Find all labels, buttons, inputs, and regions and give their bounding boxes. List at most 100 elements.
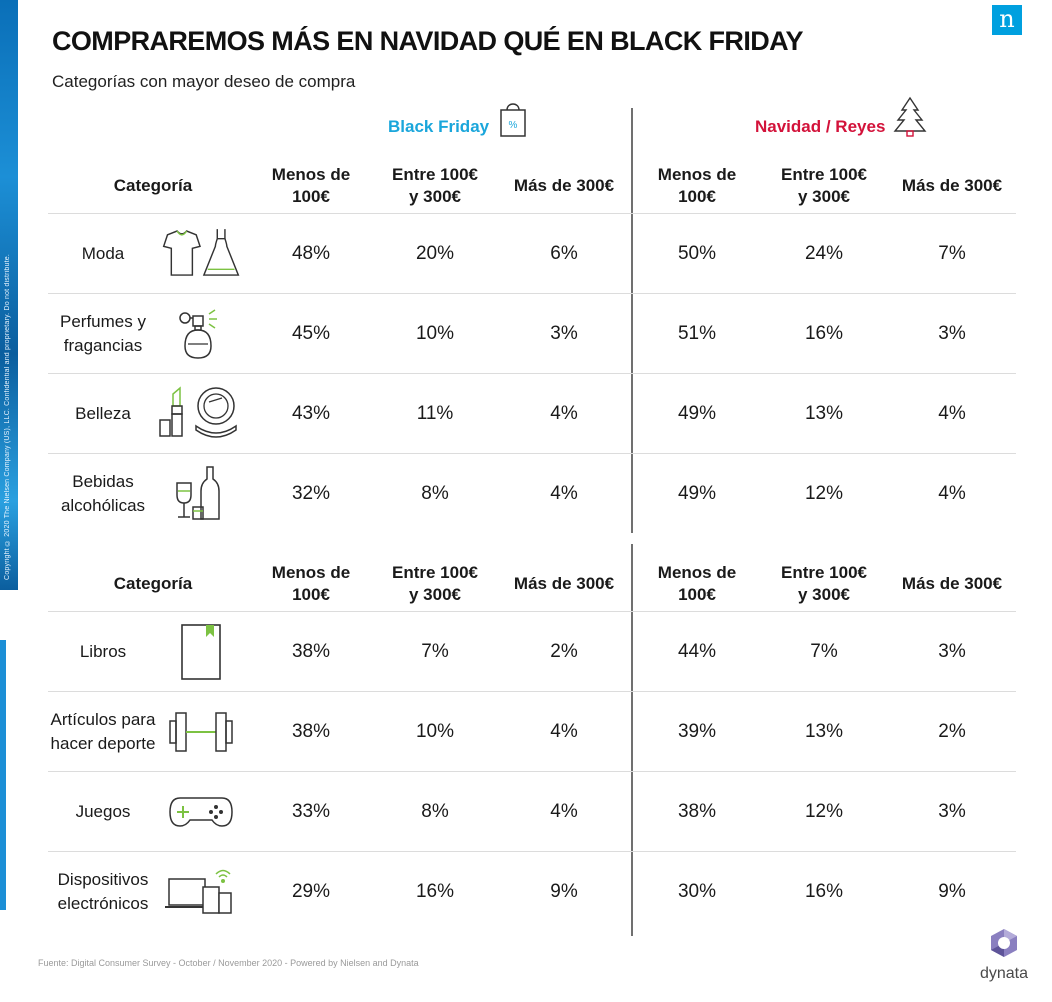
- navidad-label: Navidad / Reyes: [755, 117, 886, 136]
- value-cell: 8%: [421, 483, 449, 504]
- header-nav-over-300: Más de 300€: [901, 176, 1003, 195]
- table-row: Bebidas alcohólicas 32% 8% 4% 49% 12% 4%: [48, 454, 1016, 534]
- value-cell: 29%: [291, 881, 331, 902]
- value-cell: 43%: [291, 403, 331, 424]
- header-bf-under-100: Menos de 100€: [271, 165, 351, 206]
- value-cell: 9%: [550, 881, 578, 902]
- header-nav-under-100: Menos de 100€: [657, 563, 737, 604]
- header-nav-under-100: Menos de 100€: [657, 165, 737, 206]
- source-note: Fuente: Digital Consumer Survey - Octobe…: [38, 958, 419, 968]
- value-cell: 10%: [415, 323, 455, 344]
- devices-icon: [156, 852, 246, 932]
- category-label: Libros: [79, 642, 127, 661]
- value-cell: 6%: [550, 243, 578, 264]
- dynata-logo: dynata: [966, 928, 1042, 983]
- category-label: Perfumes y fragancias: [60, 312, 146, 355]
- value-cell: 4%: [938, 483, 966, 504]
- header-bf-under-100: Menos de 100€: [271, 563, 351, 604]
- christmas-tree-icon: [893, 96, 927, 137]
- value-cell: 45%: [291, 323, 331, 344]
- value-cell: 7%: [421, 641, 449, 662]
- value-cell: 49%: [677, 403, 717, 424]
- category-label: Belleza: [75, 404, 131, 423]
- value-cell: 13%: [804, 721, 844, 742]
- page-subtitle: Categorías con mayor deseo de compra: [52, 72, 356, 91]
- value-cell: 11%: [416, 403, 454, 424]
- value-cell: 32%: [291, 483, 331, 504]
- header-nav-100-300: Entre 100€ y 300€: [781, 165, 867, 206]
- value-cell: 4%: [550, 801, 578, 822]
- header-bf-over-300: Más de 300€: [513, 176, 615, 195]
- category-label: Moda: [81, 244, 125, 263]
- copyright-strip: Copyright © 2020 The Nielsen Company (US…: [0, 0, 18, 590]
- bottles-icon: [156, 454, 246, 534]
- table-header-row: Categoría Menos de 100€ Entre 100€ y 300…: [48, 556, 1016, 612]
- value-cell: 44%: [677, 641, 717, 662]
- value-cell: 3%: [938, 323, 966, 344]
- value-cell: 4%: [550, 721, 578, 742]
- value-cell: 7%: [938, 243, 966, 264]
- value-cell: 2%: [938, 721, 966, 742]
- value-cell: 9%: [938, 881, 966, 902]
- table-top: Categoría Menos de 100€ Entre 100€ y 300…: [48, 158, 1016, 534]
- header-bf-over-300: Más de 300€: [513, 574, 615, 593]
- shopping-bag-icon: %: [500, 103, 526, 137]
- value-cell: 3%: [938, 801, 966, 822]
- clothing-icon: [156, 214, 246, 294]
- table-row: Perfumes y fragancias 45% 10% 3% 51% 16%…: [48, 294, 1016, 374]
- dynata-mark-icon: [991, 929, 1017, 957]
- category-label: Dispositivos electrónicos: [57, 870, 149, 913]
- nielsen-logo: n: [992, 5, 1022, 35]
- value-cell: 4%: [550, 483, 578, 504]
- makeup-icon: [156, 374, 246, 454]
- table-row: Juegos 33% 8% 4% 38% 12% 3%: [48, 772, 1016, 852]
- bag-percent-label: %: [509, 120, 518, 131]
- value-cell: 7%: [810, 641, 838, 662]
- value-cell: 50%: [677, 243, 717, 264]
- category-label: Artículos para hacer deporte: [50, 710, 156, 753]
- table-row: Belleza 43% 11% 4% 49% 13% 4%: [48, 374, 1016, 454]
- header-bf-100-300: Entre 100€ y 300€: [392, 563, 478, 604]
- table-bottom: Categoría Menos de 100€ Entre 100€ y 300…: [48, 556, 1016, 932]
- value-cell: 8%: [421, 801, 449, 822]
- value-cell: 4%: [938, 403, 966, 424]
- decorative-strip: [0, 640, 6, 910]
- value-cell: 3%: [550, 323, 578, 344]
- header-nav-100-300: Entre 100€ y 300€: [781, 563, 867, 604]
- value-cell: 48%: [291, 243, 331, 264]
- value-cell: 38%: [291, 721, 331, 742]
- table-header-row: Categoría Menos de 100€ Entre 100€ y 300…: [48, 158, 1016, 214]
- book-icon: [156, 612, 246, 692]
- copyright-text: Copyright © 2020 The Nielsen Company (US…: [4, 254, 11, 580]
- value-cell: 51%: [677, 323, 717, 344]
- value-cell: 24%: [804, 243, 844, 264]
- table-row: Dispositivos electrónicos 29% 16% 9% 30%…: [48, 852, 1016, 932]
- value-cell: 10%: [415, 721, 455, 742]
- value-cell: 38%: [677, 801, 717, 822]
- value-cell: 3%: [938, 641, 966, 662]
- category-label: Juegos: [75, 802, 131, 821]
- header-bf-100-300: Entre 100€ y 300€: [392, 165, 478, 206]
- value-cell: 16%: [415, 881, 455, 902]
- header-category: Categoría: [113, 574, 193, 593]
- value-cell: 49%: [677, 483, 717, 504]
- column-divider: [631, 108, 633, 533]
- dumbbell-icon: [156, 692, 246, 772]
- table-row: Libros 38% 7% 2% 44% 7% 3%: [48, 612, 1016, 692]
- perfume-icon: [156, 294, 246, 374]
- value-cell: 38%: [291, 641, 331, 662]
- table-row: Artículos para hacer deporte 38% 10% 4% …: [48, 692, 1016, 772]
- value-cell: 16%: [804, 323, 844, 344]
- column-divider: [631, 544, 633, 936]
- header-category: Categoría: [113, 176, 193, 195]
- category-label: Bebidas alcohólicas: [60, 472, 146, 515]
- value-cell: 20%: [415, 243, 455, 264]
- value-cell: 16%: [804, 881, 844, 902]
- value-cell: 12%: [804, 801, 844, 822]
- table-row: Moda 48% 20% 6% 50% 24% 7%: [48, 214, 1016, 294]
- value-cell: 12%: [804, 483, 844, 504]
- dynata-wordmark: dynata: [979, 965, 1029, 982]
- gamepad-icon: [156, 772, 246, 852]
- black-friday-label: Black Friday: [388, 117, 490, 136]
- value-cell: 30%: [677, 881, 717, 902]
